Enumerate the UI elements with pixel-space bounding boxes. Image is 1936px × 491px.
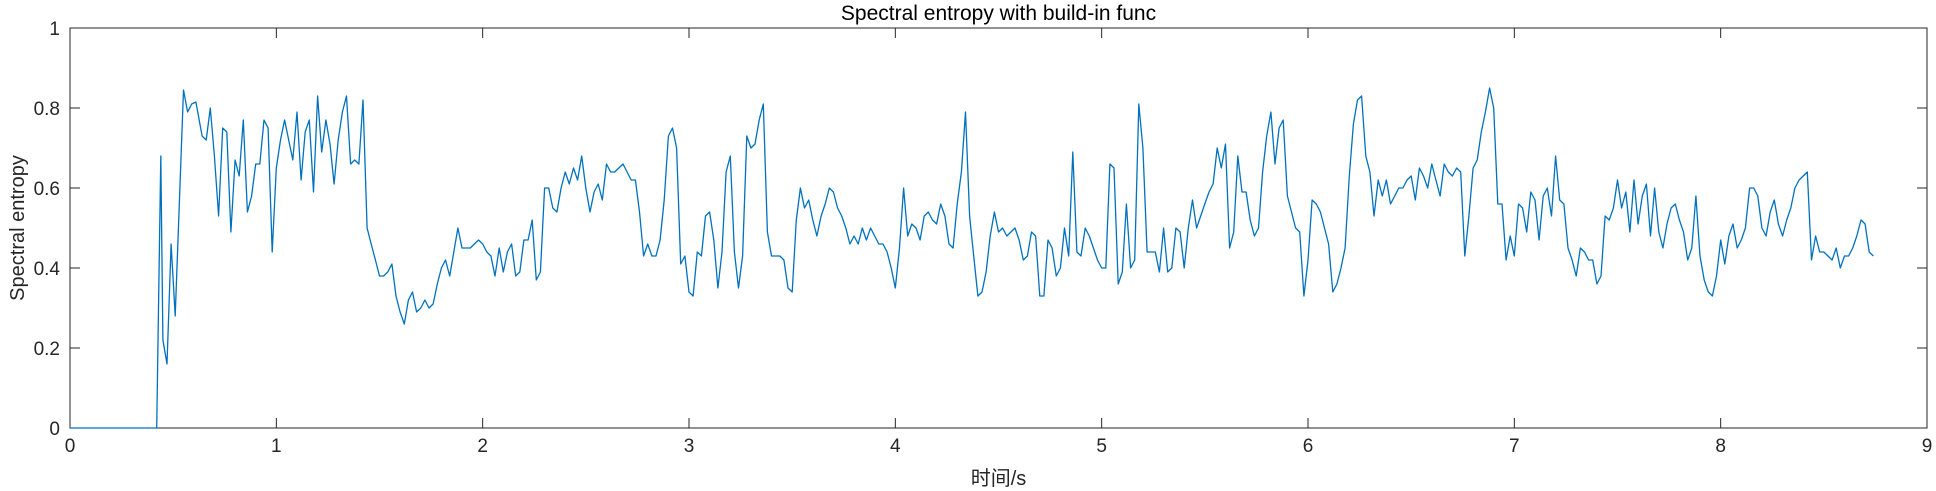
- x-tick-label: 8: [1715, 436, 1726, 457]
- x-tick-label: 3: [684, 436, 695, 457]
- y-tick-label: 0.2: [34, 339, 60, 360]
- x-tick-label: 6: [1303, 436, 1314, 457]
- y-tick-label: 0: [49, 419, 60, 440]
- x-tick-label: 7: [1509, 436, 1520, 457]
- spectral-entropy-series-line: [70, 87, 1874, 429]
- x-tick-label: 2: [477, 436, 488, 457]
- x-tick-label: 5: [1096, 436, 1107, 457]
- y-axis: 0 0.2 0.4 0.6 0.8 1: [34, 19, 1927, 440]
- y-tick-label: 0.6: [34, 179, 60, 200]
- chart-title: Spectral entropy with build-in func: [841, 2, 1156, 25]
- x-tick-label: 4: [890, 436, 901, 457]
- x-tick-label: 1: [271, 436, 282, 457]
- y-tick-label: 0.4: [34, 259, 61, 280]
- y-tick-label: 1: [49, 19, 60, 40]
- x-axis-label: 时间/s: [971, 467, 1027, 490]
- x-tick-label: 9: [1922, 436, 1933, 457]
- x-tick-label: 0: [65, 436, 76, 457]
- y-axis-label: Spectral entropy: [7, 155, 29, 301]
- x-axis: 0 1 2 3 4 5 6 7 8 9: [65, 28, 1933, 457]
- y-tick-label: 0.8: [34, 99, 60, 120]
- plot-area-frame: [69, 27, 1928, 429]
